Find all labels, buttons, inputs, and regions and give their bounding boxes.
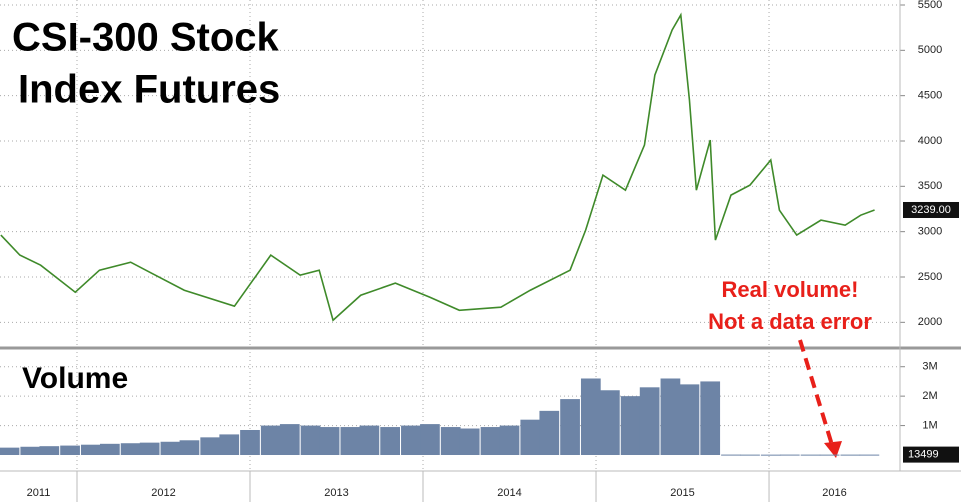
volume-bar (639, 387, 660, 455)
volume-bar (740, 454, 760, 456)
volume-bar (219, 434, 240, 455)
last-value-tag (903, 446, 959, 463)
y-tick-label: 3500 (918, 180, 942, 192)
volume-bar (240, 429, 260, 455)
volume-bar (300, 425, 321, 455)
annotation: Not a data error (708, 309, 872, 334)
volume-bar (499, 425, 520, 455)
volume-bar (279, 424, 300, 455)
x-tick-label: 2014 (497, 487, 521, 499)
last-value-tag (903, 201, 959, 218)
volume-bar (420, 424, 440, 455)
volume-bar (859, 454, 880, 456)
x-tick-label: 2015 (670, 487, 694, 499)
volume-bar (560, 399, 580, 455)
volume-bar (380, 427, 400, 455)
volume-bar (80, 444, 101, 455)
y-tick-label: 2000 (918, 316, 942, 328)
annotation: Real volume! (722, 277, 859, 302)
y-tick-label: 3000 (918, 226, 942, 238)
volume-bar (179, 440, 200, 455)
volume-bar (200, 437, 221, 455)
volume-bar (721, 454, 741, 456)
volume-bar (260, 425, 281, 455)
volume-bar (600, 390, 620, 455)
volume-bar (480, 427, 501, 455)
volume-bar (319, 427, 340, 455)
volume-bar (700, 381, 721, 455)
x-tick-label: 2012 (151, 487, 175, 499)
y-tick-label: 4000 (918, 135, 942, 147)
volume-bar (39, 446, 60, 455)
volume-bar (459, 428, 480, 455)
volume-bar (819, 454, 840, 456)
volume-bar (520, 419, 541, 455)
volume-bar (100, 443, 120, 455)
y-tick-label: 3M (922, 361, 937, 373)
volume-bar (401, 425, 421, 455)
chart-title: Index Futures (18, 68, 280, 112)
volume-bar (779, 454, 800, 456)
volume-bar (359, 425, 380, 455)
volume-bar (580, 378, 601, 455)
volume-bar (139, 442, 160, 455)
chart-title: CSI-300 Stock (12, 16, 280, 60)
volume-bar (440, 427, 461, 455)
volume-bar (760, 454, 781, 456)
y-tick-label: 2M (922, 390, 937, 402)
y-tick-label: 1M (922, 419, 937, 431)
x-tick-label: 2016 (822, 487, 846, 499)
volume-bar (0, 447, 20, 455)
volume-bar (840, 454, 861, 456)
volume-bar (120, 443, 141, 455)
x-tick-label: 2013 (324, 487, 348, 499)
volume-bar (660, 378, 681, 455)
y-tick-label: 2500 (918, 271, 942, 283)
panel-title: Volume (22, 362, 128, 395)
annotation-arrowhead (824, 441, 842, 458)
volume-bar (620, 396, 641, 455)
volume-bar (539, 410, 560, 455)
x-tick-label: 2011 (27, 487, 51, 499)
volume-bar (160, 441, 181, 455)
price-line (0, 12, 875, 322)
volume-bar (60, 445, 80, 455)
volume-bar (20, 446, 41, 455)
y-tick-label: 5500 (918, 0, 942, 11)
volume-bar (340, 427, 361, 455)
last-value-label: 3239.00 (911, 204, 951, 216)
last-value-label: 13499 (908, 449, 939, 461)
volume-bar (800, 454, 821, 456)
volume-bar (679, 384, 700, 455)
y-tick-label: 5000 (918, 44, 942, 56)
y-tick-label: 4500 (918, 90, 942, 102)
